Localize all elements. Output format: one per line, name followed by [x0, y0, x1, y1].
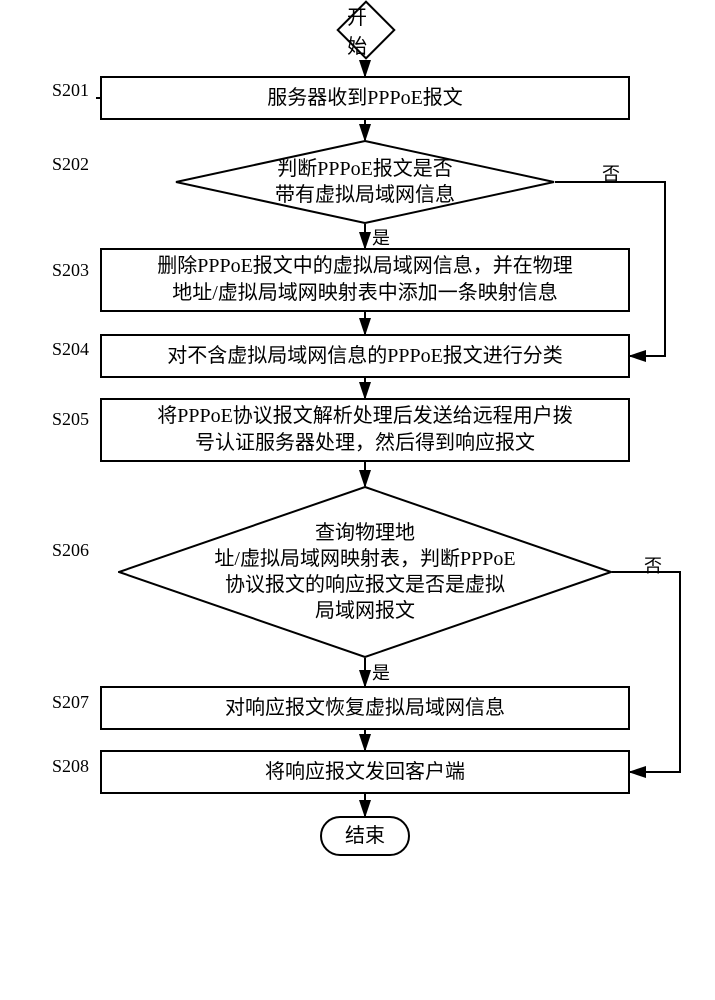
node-s208: 将响应报文发回客户端 — [100, 750, 630, 794]
end-terminator: 结束 — [320, 816, 410, 856]
node-s207-text: 对响应报文恢复虚拟局域网信息 — [225, 695, 505, 722]
node-s202: 判断PPPoE报文是否 带有虚拟局域网信息 — [175, 140, 555, 224]
edge-label-s206-yes: 是 — [372, 659, 390, 685]
node-s203-text: 删除PPPoE报文中的虚拟局域网信息，并在物理 地址/虚拟局域网映射表中添加一条… — [157, 253, 573, 307]
step-label-s201: S201 — [52, 80, 89, 101]
edge-label-s206-no: 否 — [644, 552, 662, 578]
node-s203: 删除PPPoE报文中的虚拟局域网信息，并在物理 地址/虚拟局域网映射表中添加一条… — [100, 248, 630, 312]
node-s204: 对不含虚拟局域网信息的PPPoE报文进行分类 — [100, 334, 630, 378]
step-label-s205: S205 — [52, 409, 89, 430]
step-label-s208: S208 — [52, 756, 89, 777]
step-label-s204: S204 — [52, 339, 89, 360]
step-label-s207: S207 — [52, 692, 89, 713]
node-s201-text: 服务器收到PPPoE报文 — [267, 85, 463, 112]
node-s206-text: 查询物理地 址/虚拟局域网映射表，判断PPPoE 协议报文的响应报文是否是虚拟 … — [214, 520, 515, 624]
start-terminator: 开始 — [336, 0, 395, 59]
node-s201: 服务器收到PPPoE报文 — [100, 76, 630, 120]
end-label: 结束 — [345, 823, 385, 850]
edge-label-s202-yes: 是 — [372, 224, 390, 250]
node-s204-text: 对不含虚拟局域网信息的PPPoE报文进行分类 — [167, 343, 563, 370]
node-s202-text: 判断PPPoE报文是否 带有虚拟局域网信息 — [275, 156, 455, 208]
node-s205: 将PPPoE协议报文解析处理后发送给远程用户拨 号认证服务器处理，然后得到响应报… — [100, 398, 630, 462]
node-s207: 对响应报文恢复虚拟局域网信息 — [100, 686, 630, 730]
start-label: 开始 — [347, 1, 385, 59]
edge-label-s202-no: 否 — [602, 160, 620, 186]
step-label-s203: S203 — [52, 260, 89, 281]
step-label-s202: S202 — [52, 154, 89, 175]
step-label-s206: S206 — [52, 540, 89, 561]
node-s208-text: 将响应报文发回客户端 — [265, 759, 465, 786]
node-s205-text: 将PPPoE协议报文解析处理后发送给远程用户拨 号认证服务器处理，然后得到响应报… — [157, 403, 573, 457]
node-s206: 查询物理地 址/虚拟局域网映射表，判断PPPoE 协议报文的响应报文是否是虚拟 … — [118, 486, 612, 658]
